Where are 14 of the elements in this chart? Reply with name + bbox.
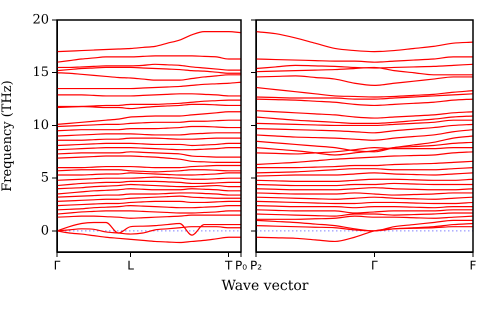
x-axis-title: Wave vector — [220, 278, 310, 294]
x-tick-label: P₀ — [234, 258, 248, 272]
x-tick-label: P₂ — [250, 258, 262, 272]
x-tick-label: F — [470, 258, 477, 272]
y-axis-title: Frequency (THz) — [0, 80, 16, 192]
x-tick-label: L — [127, 258, 134, 272]
x-tick-label: Γ — [54, 258, 61, 272]
y-tick-label: 5 — [40, 170, 49, 186]
x-tick-label: Γ — [371, 258, 378, 272]
y-tick-label: 15 — [32, 65, 49, 80]
y-tick-label: 10 — [32, 118, 49, 133]
x-tick-label: T — [224, 258, 234, 272]
y-tick-label: 20 — [32, 12, 49, 28]
y-tick-label: 0 — [40, 223, 49, 238]
